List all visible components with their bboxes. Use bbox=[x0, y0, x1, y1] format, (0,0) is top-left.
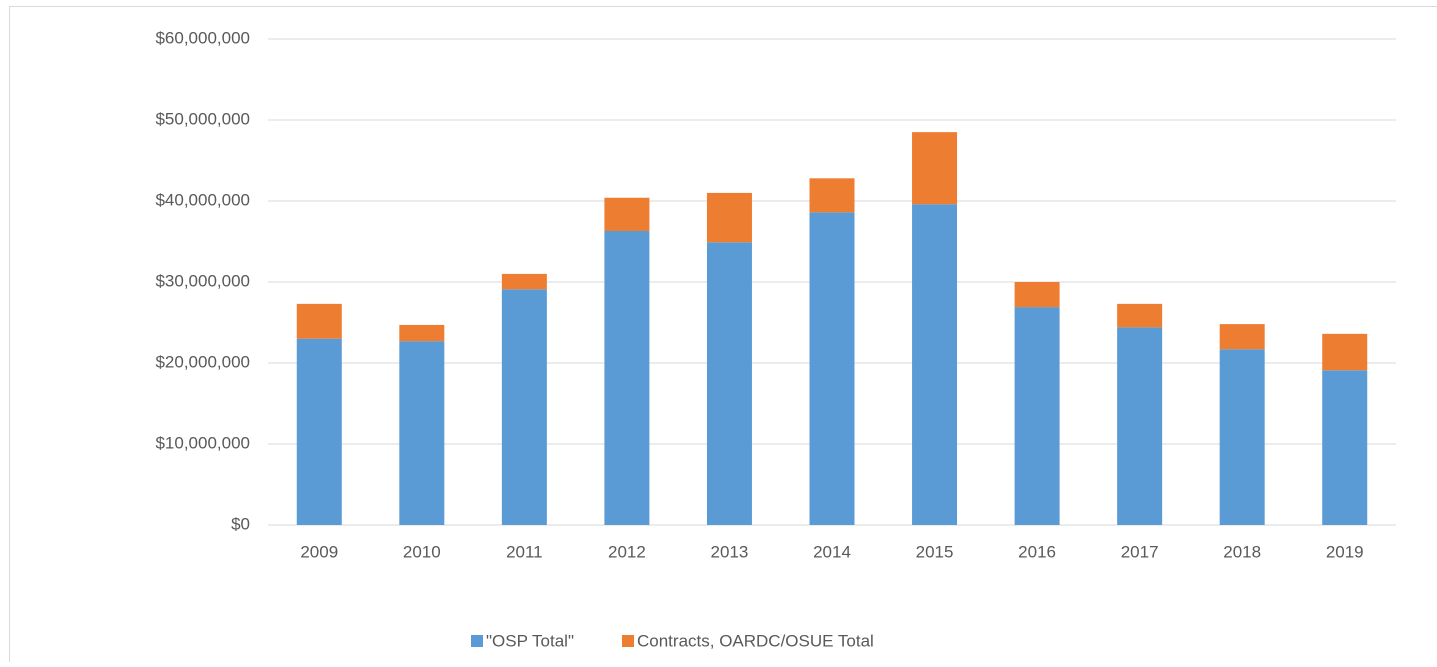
bar-segment bbox=[1015, 282, 1060, 307]
y-tick-label: $0 bbox=[231, 514, 250, 533]
bar-segment bbox=[707, 242, 752, 525]
bar-segment bbox=[1322, 334, 1367, 370]
bar-segment bbox=[502, 289, 547, 525]
legend-swatch bbox=[622, 635, 634, 647]
y-tick-label: $60,000,000 bbox=[155, 28, 250, 47]
y-tick-label: $20,000,000 bbox=[155, 352, 250, 371]
bar-segment bbox=[1220, 349, 1265, 525]
bar-segment bbox=[297, 304, 342, 339]
x-tick-label: 2016 bbox=[1018, 542, 1056, 561]
bar-segment bbox=[912, 132, 957, 204]
legend-swatch bbox=[471, 635, 483, 647]
bar-segment bbox=[604, 231, 649, 525]
y-tick-label: $50,000,000 bbox=[155, 109, 250, 128]
x-tick-label: 2015 bbox=[916, 542, 954, 561]
bar-segment bbox=[297, 339, 342, 525]
y-tick-label: $10,000,000 bbox=[155, 433, 250, 452]
bar-segment bbox=[399, 341, 444, 525]
y-tick-label: $40,000,000 bbox=[155, 190, 250, 209]
bar-segment bbox=[604, 198, 649, 231]
y-tick-label: $30,000,000 bbox=[155, 271, 250, 290]
bar-segment bbox=[1015, 307, 1060, 525]
bar-segment bbox=[707, 193, 752, 242]
x-tick-label: 2019 bbox=[1326, 542, 1364, 561]
bar-segment bbox=[1220, 324, 1265, 349]
x-tick-label: 2014 bbox=[813, 542, 851, 561]
bar-segment bbox=[912, 204, 957, 525]
bar-segment bbox=[810, 178, 855, 212]
x-tick-label: 2018 bbox=[1223, 542, 1261, 561]
bar-segment bbox=[1322, 370, 1367, 525]
x-tick-label: 2017 bbox=[1121, 542, 1159, 561]
legend-label: Contracts, OARDC/OSUE Total bbox=[637, 631, 874, 650]
bar-segment bbox=[810, 212, 855, 525]
x-tick-label: 2013 bbox=[711, 542, 749, 561]
bar-segment bbox=[1117, 327, 1162, 525]
bar-segment bbox=[399, 325, 444, 341]
x-tick-label: 2010 bbox=[403, 542, 441, 561]
legend-label: "OSP Total" bbox=[486, 631, 574, 650]
x-tick-label: 2012 bbox=[608, 542, 646, 561]
x-tick-label: 2009 bbox=[300, 542, 338, 561]
bar-segment bbox=[1117, 304, 1162, 327]
x-tick-label: 2011 bbox=[506, 542, 543, 561]
bar-segment bbox=[502, 274, 547, 289]
